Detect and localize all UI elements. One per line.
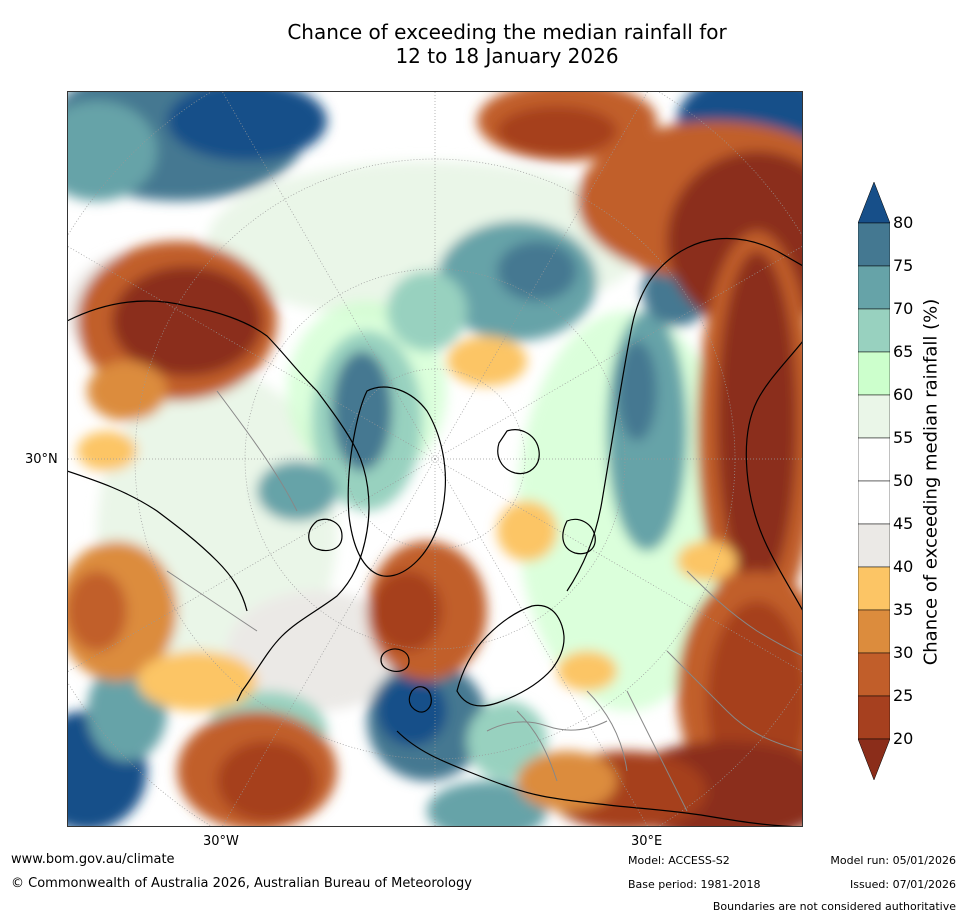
colorbar-tick-60: 60 <box>893 385 914 404</box>
colorbar-tick-40: 40 <box>893 557 914 576</box>
footer-website: www.bom.gov.au/climate <box>11 852 175 867</box>
colorbar-tick-80: 80 <box>893 213 914 232</box>
footer-issued: Issued: 07/01/2026 <box>849 878 956 891</box>
colorbar-tick-55: 55 <box>893 428 914 447</box>
graticule <box>67 91 803 827</box>
footer-model-run: Model run: 05/01/2026 <box>830 854 956 867</box>
colorbar-bin-55-60 <box>858 394 890 439</box>
colorbar-tick-30: 30 <box>893 643 914 662</box>
colorbar-tick-70: 70 <box>893 299 914 318</box>
title-line-2: 12 to 18 January 2026 <box>395 44 619 68</box>
lon-label-30w: 30°W <box>203 834 239 849</box>
colorbar-bin-45-50 <box>858 480 890 525</box>
colorbar-bin-25-30 <box>858 652 890 697</box>
colorbar-tick-65: 65 <box>893 342 914 361</box>
map-title: Chance of exceeding the median rainfall … <box>0 20 965 68</box>
colorbar-bin-65-70 <box>858 308 890 353</box>
colorbar-tick-35: 35 <box>893 600 914 619</box>
colorbar-tick-45: 45 <box>893 514 914 533</box>
coastlines <box>67 237 803 827</box>
probability-field <box>67 91 803 827</box>
colorbar-tick-25: 25 <box>893 686 914 705</box>
colorbar-tick-50: 50 <box>893 471 914 490</box>
colorbar-bin-35-40 <box>858 566 890 611</box>
colorbar-bin-70-75 <box>858 265 890 310</box>
rainfall-map <box>67 91 803 827</box>
title-line-1: Chance of exceeding the median rainfall … <box>287 20 727 44</box>
rainfall-map-svg <box>67 91 803 827</box>
colorbar-label-text: Chance of exceeding median rainfall (%) <box>920 298 942 666</box>
footer-base-period: Base period: 1981-2018 <box>628 878 761 891</box>
map-border <box>67 91 803 827</box>
lon-label-30e: 30°E <box>631 834 663 849</box>
colorbar-bin-20-25 <box>858 695 890 740</box>
footer-copyright: © Commonwealth of Australia 2026, Austra… <box>11 876 472 891</box>
colorbar-tick-20: 20 <box>893 729 914 748</box>
colorbar-bin-40-45 <box>858 523 890 568</box>
colorbar-bin-30-35 <box>858 609 890 654</box>
colorbar <box>858 182 890 781</box>
colorbar-tick-75: 75 <box>893 256 914 275</box>
boundaries <box>166 390 803 812</box>
colorbar-bin-50-55 <box>858 437 890 482</box>
colorbar-bin-75-80 <box>858 222 890 267</box>
lat-label-30n: 30°N <box>25 452 58 467</box>
footer-model: Model: ACCESS-S2 <box>628 854 730 867</box>
colorbar-bin-60-65 <box>858 351 890 396</box>
colorbar-extend-top <box>858 182 890 224</box>
colorbar-extend-bottom <box>858 738 890 781</box>
footer-disclaimer: Boundaries are not considered authoritat… <box>712 900 956 913</box>
